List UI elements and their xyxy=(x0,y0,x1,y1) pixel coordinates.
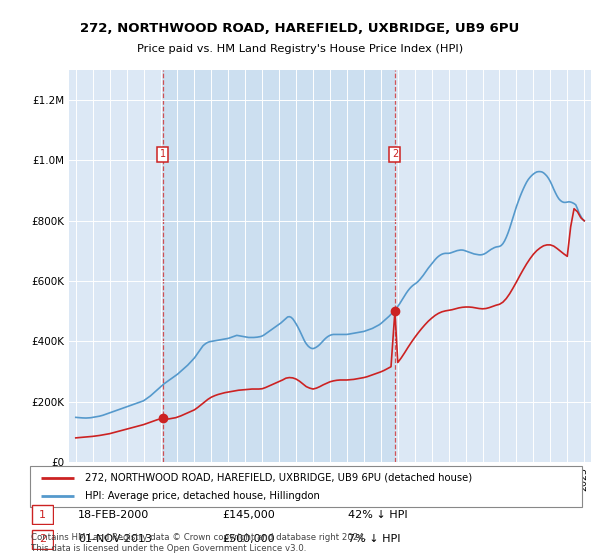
Text: 1: 1 xyxy=(39,510,46,520)
Text: 42% ↓ HPI: 42% ↓ HPI xyxy=(348,510,407,520)
Text: 7% ↓ HPI: 7% ↓ HPI xyxy=(348,534,401,544)
Text: 01-NOV-2013: 01-NOV-2013 xyxy=(78,534,152,544)
Text: 2: 2 xyxy=(392,150,398,160)
Text: 1: 1 xyxy=(160,150,166,160)
Text: Contains HM Land Registry data © Crown copyright and database right 2024.
This d: Contains HM Land Registry data © Crown c… xyxy=(31,533,367,553)
Text: Price paid vs. HM Land Registry's House Price Index (HPI): Price paid vs. HM Land Registry's House … xyxy=(137,44,463,54)
Text: £500,000: £500,000 xyxy=(222,534,275,544)
Text: HPI: Average price, detached house, Hillingdon: HPI: Average price, detached house, Hill… xyxy=(85,491,320,501)
Text: 18-FEB-2000: 18-FEB-2000 xyxy=(78,510,149,520)
Text: £145,000: £145,000 xyxy=(222,510,275,520)
Text: 272, NORTHWOOD ROAD, HAREFIELD, UXBRIDGE, UB9 6PU (detached house): 272, NORTHWOOD ROAD, HAREFIELD, UXBRIDGE… xyxy=(85,473,472,483)
FancyBboxPatch shape xyxy=(32,505,53,524)
FancyBboxPatch shape xyxy=(32,530,53,549)
Bar xyxy=(163,70,395,462)
Text: 2: 2 xyxy=(39,534,46,544)
Text: 272, NORTHWOOD ROAD, HAREFIELD, UXBRIDGE, UB9 6PU: 272, NORTHWOOD ROAD, HAREFIELD, UXBRIDGE… xyxy=(80,21,520,35)
FancyBboxPatch shape xyxy=(30,466,582,507)
